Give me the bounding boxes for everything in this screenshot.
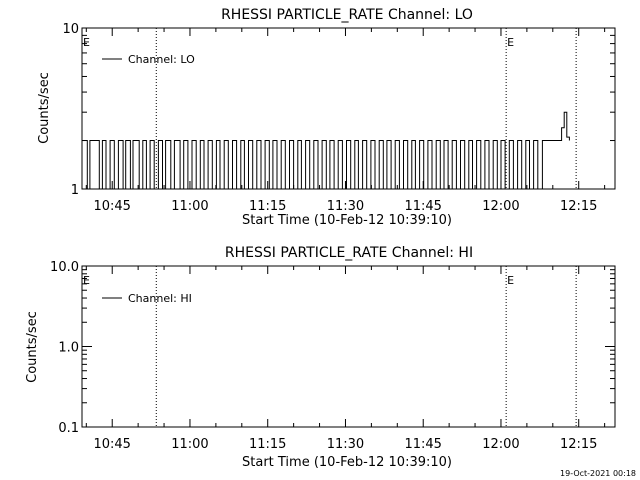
y-tick-label: 1.0 [58, 341, 79, 356]
x-tick-label: 10:45 [93, 199, 130, 214]
chart-title-hi: RHESSI PARTICLE_RATE Channel: HI [225, 245, 473, 261]
e-marker: E [507, 274, 514, 287]
plot-frame-hi [81, 265, 616, 428]
x-tick-label: 11:00 [171, 437, 208, 452]
y-tick-label: 1 [71, 183, 79, 198]
y-axis-label-hi: Counts/sec [25, 311, 40, 383]
legend-lo: Channel: LO [102, 53, 195, 66]
chart-title-lo: RHESSI PARTICLE_RATE Channel: LO [221, 7, 473, 23]
panel-lo: RHESSI PARTICLE_RATE Channel: LO 10:45 11… [37, 7, 616, 228]
e-marker: E [507, 36, 514, 49]
x-tick-label: 12:00 [482, 199, 519, 214]
e-marker: E [83, 36, 90, 49]
footer-timestamp: 19-Oct-2021 00:18 [560, 469, 636, 478]
y-tick-label: 0.1 [58, 421, 79, 436]
y-tick-label: 10 [62, 22, 79, 37]
x-tick-label: 11:15 [249, 437, 286, 452]
x-axis-lo: 10:45 11:00 11:15 11:30 11:45 12:00 12:15 [85, 28, 606, 214]
x-tick-label: 11:30 [327, 437, 364, 452]
x-tick-label: 11:15 [249, 199, 286, 214]
x-tick-label: 12:00 [482, 437, 519, 452]
e-marker: E [83, 274, 90, 287]
y-axis-hi: 0.1 1.0 10.0 [50, 260, 615, 436]
x-axis-label-lo: Start Time (10-Feb-12 10:39:10) [242, 213, 452, 228]
series-group-lo [82, 111, 570, 190]
x-tick-label: 11:00 [171, 199, 208, 214]
plot-frame-lo [81, 27, 616, 190]
series-line [82, 111, 570, 190]
y-tick-label: 10.0 [50, 260, 79, 275]
y-axis-label-lo: Counts/sec [37, 72, 52, 144]
y-axis-lo: 1 10 [62, 22, 615, 198]
x-tick-label: 12:15 [560, 437, 597, 452]
x-tick-label: 11:30 [327, 199, 364, 214]
x-tick-label: 11:45 [404, 437, 441, 452]
x-tick-label: 12:15 [560, 199, 597, 214]
dotted-lines-hi [155, 266, 577, 427]
legend-label-hi: Channel: HI [128, 292, 192, 305]
x-tick-label: 11:45 [404, 199, 441, 214]
legend-label-lo: Channel: LO [128, 53, 195, 66]
legend-hi: Channel: HI [102, 292, 192, 305]
x-axis-label-hi: Start Time (10-Feb-12 10:39:10) [242, 455, 452, 470]
x-tick-label: 10:45 [93, 437, 130, 452]
x-axis-hi: 10:45 11:00 11:15 11:30 11:45 12:00 12:15 [85, 266, 606, 452]
panel-hi: RHESSI PARTICLE_RATE Channel: HI 10:45 11… [25, 245, 616, 470]
